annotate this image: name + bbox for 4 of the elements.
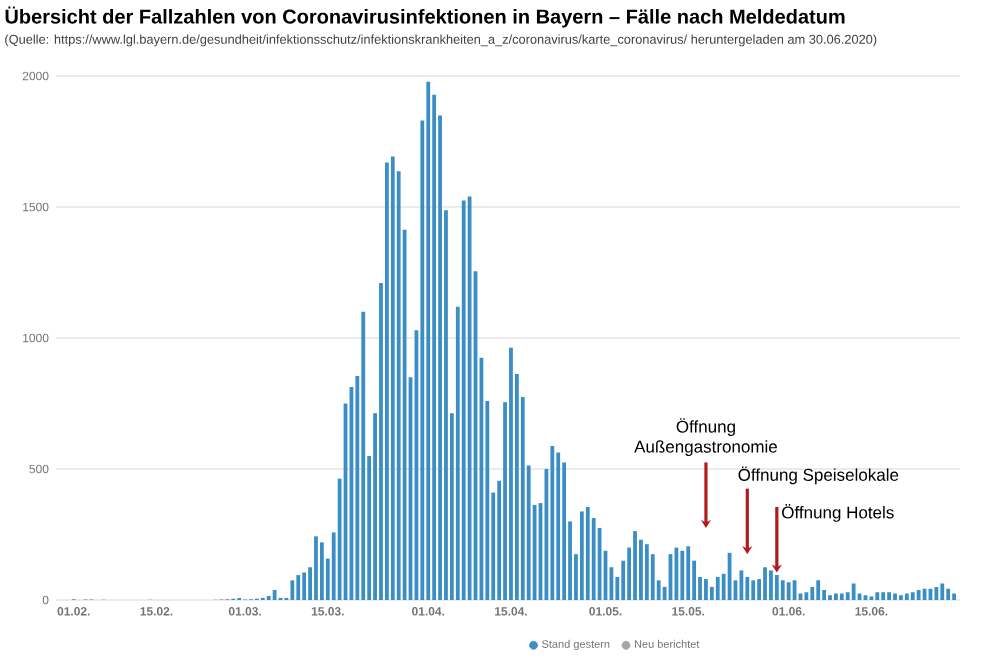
- annotation: Öffnung Außengastronomie: [634, 418, 777, 457]
- chart-title: Übersicht der Fallzahlen von Coronavirusinfektionen in Bayern – Fälle nach Meldedatum: [5, 6, 845, 28]
- annotation: Öffnung Speiselokale: [738, 466, 899, 485]
- annotation: Öffnung Hotels: [782, 504, 894, 522]
